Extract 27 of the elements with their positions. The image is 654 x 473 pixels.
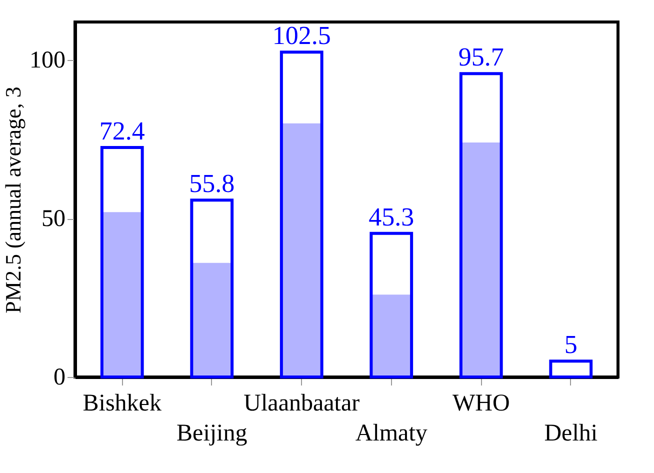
bar xyxy=(370,232,414,378)
data-label: 45.3 xyxy=(368,202,414,232)
data-label: 72.4 xyxy=(99,116,145,146)
bar xyxy=(100,146,144,378)
bar xyxy=(190,198,234,378)
y-tick-label: 100 xyxy=(30,48,66,74)
bar xyxy=(102,212,142,377)
y-tick-label: 50 xyxy=(42,206,66,232)
data-label: 5 xyxy=(564,330,578,360)
bar xyxy=(371,294,412,377)
bar xyxy=(281,123,322,377)
x-tick-label: Delhi xyxy=(544,420,598,446)
x-tick-label: WHO xyxy=(452,390,510,416)
bar xyxy=(549,360,593,378)
y-tick-label: 0 xyxy=(54,364,66,390)
x-tick-label: Bishkek xyxy=(82,390,162,416)
bar xyxy=(280,50,324,378)
x-tick-label: Beijing xyxy=(176,420,248,446)
y-axis-title: PM2.5 (annual average, 3 xyxy=(0,86,26,314)
x-tick-label: Ulaanbaatar xyxy=(244,390,360,416)
bar xyxy=(459,72,503,378)
data-label: 102.5 xyxy=(272,21,331,50)
x-tick-label: Almaty xyxy=(355,420,428,446)
data-label: 55.8 xyxy=(189,169,235,198)
data-label: 95.7 xyxy=(458,42,504,72)
bar xyxy=(192,262,232,377)
bar xyxy=(460,142,502,377)
